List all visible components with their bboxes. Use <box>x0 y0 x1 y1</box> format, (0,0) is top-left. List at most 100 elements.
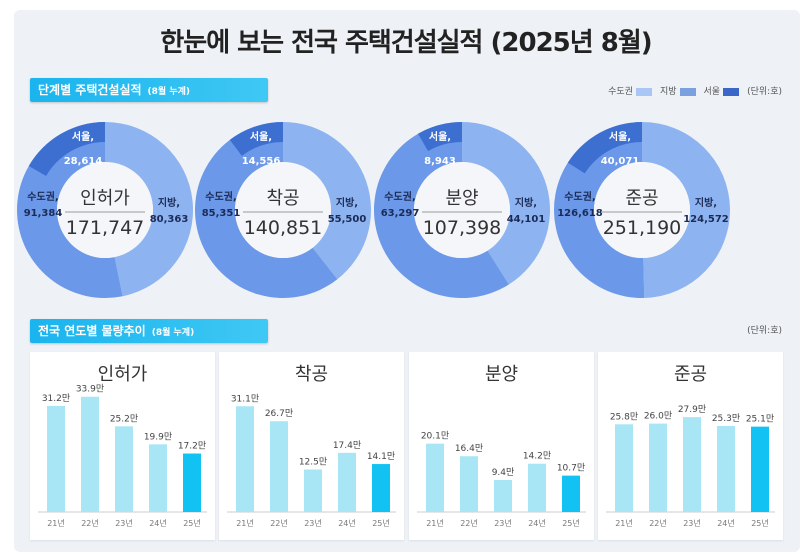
seoul-value: 40,071 <box>601 156 640 167</box>
donut-slice-local <box>642 122 731 298</box>
legend-item-local: 지방 <box>660 84 696 97</box>
capital-value: 85,351 <box>202 208 241 219</box>
donut-name: 분양 <box>445 188 478 209</box>
capital-label: 수도권, <box>384 191 415 203</box>
seoul-label: 서울, <box>609 130 631 143</box>
bar <box>717 425 735 512</box>
capital-value: 63,297 <box>381 208 420 219</box>
local-value: 44,101 <box>507 214 546 225</box>
seoul-label: 서울, <box>429 130 451 143</box>
data-label: 25.2만 <box>110 413 138 424</box>
local-value: 55,500 <box>328 214 367 225</box>
page-title: 한눈에 보는 전국 주택건설실적 (2025년 8월) <box>160 28 652 58</box>
x-tick-label: 25년 <box>562 518 580 528</box>
chart-title: 준공 <box>673 364 708 385</box>
bar <box>81 396 99 512</box>
section-header-yearly: 전국 연도별 물량추이 (8월 누계) <box>30 319 268 343</box>
bar <box>372 464 390 512</box>
local-label: 지방, <box>695 196 717 209</box>
data-label: 26.0만 <box>644 411 672 422</box>
data-label: 12.5만 <box>299 457 327 468</box>
bar <box>236 406 254 512</box>
data-label: 31.2만 <box>42 393 70 404</box>
seoul-value: 14,556 <box>242 156 281 167</box>
data-label: 27.9만 <box>678 404 706 415</box>
data-label: 10.7만 <box>557 463 585 474</box>
legend-item-seoul: 서울 <box>704 84 740 97</box>
donut-slice-seoul <box>567 122 642 174</box>
bar <box>304 469 322 512</box>
data-label: 17.2만 <box>178 441 206 452</box>
data-label: 26.7만 <box>265 408 293 419</box>
bar <box>338 452 356 512</box>
bar-chart-2: 분양 20.1만 21년 16.4만 22년 9.4만 23년 14.2만 24년 10.7만 25… <box>409 352 594 540</box>
section-header-stage: 단계별 주택건설실적 (8월 누계) <box>30 78 268 102</box>
data-label: 25.3만 <box>712 413 740 424</box>
donut-total: 251,190 <box>603 217 682 239</box>
bar <box>494 480 512 512</box>
capital-value: 91,384 <box>24 208 63 219</box>
legend: 수도권 지방 서울 (단위:호) <box>608 84 782 97</box>
donut-0: 인허가 171,747 수도권, 91,384 지방, 80,363 서울, 28,614 <box>17 122 194 298</box>
bar <box>460 456 478 512</box>
data-label: 16.4만 <box>455 443 483 454</box>
bar-chart-1: 착공 31.1만 21년 26.7만 22년 12.5만 23년 17.4만 24년 14.1만 2… <box>219 352 404 540</box>
data-label: 25.1만 <box>746 414 774 425</box>
data-label: 31.1만 <box>231 393 259 404</box>
x-tick-label: 21년 <box>236 518 254 528</box>
data-label: 9.4만 <box>492 467 515 478</box>
section-label: 단계별 주택건설실적 <box>38 83 142 97</box>
donut-slice-seoul <box>28 122 105 176</box>
local-value: 124,572 <box>683 214 729 225</box>
x-tick-label: 23년 <box>115 518 133 528</box>
capital-value: 126,618 <box>557 208 603 219</box>
data-label: 33.9만 <box>76 384 104 395</box>
donut-name: 인허가 <box>80 188 130 209</box>
bar <box>149 444 167 512</box>
x-tick-label: 24년 <box>528 518 546 528</box>
data-label: 25.8만 <box>610 411 638 422</box>
x-tick-label: 23년 <box>304 518 322 528</box>
legend-item-capital: 수도권 <box>608 84 652 97</box>
data-label: 14.2만 <box>523 451 551 462</box>
x-tick-label: 23년 <box>494 518 512 528</box>
bar <box>426 443 444 512</box>
capital-label: 수도권, <box>27 191 58 203</box>
x-tick-label: 21년 <box>47 518 65 528</box>
data-label: 19.9만 <box>144 431 172 442</box>
x-tick-label: 22년 <box>649 518 667 528</box>
bar-chart-0: 인허가 31.2만 21년 33.9만 22년 25.2만 23년 19.9만 24년 17.2만… <box>30 352 215 540</box>
donut-2: 분양 107,398 수도권, 63,297 지방, 44,101 서울, 8,943 <box>374 122 550 298</box>
capital-label: 수도권, <box>205 191 236 203</box>
donut-slice-local <box>462 122 550 285</box>
bar-chart-3: 준공 25.8만 21년 26.0만 22년 27.9만 23년 25.3만 24년 25.1만 2… <box>598 352 783 540</box>
bar <box>47 405 65 512</box>
x-tick-label: 24년 <box>149 518 167 528</box>
donut-name: 착공 <box>266 188 299 209</box>
legend-unit: (단위:호) <box>747 87 782 97</box>
x-tick-label: 24년 <box>717 518 735 528</box>
x-tick-label: 22년 <box>270 518 288 528</box>
x-tick-label: 24년 <box>338 518 356 528</box>
local-value: 80,363 <box>150 214 189 225</box>
donut-name: 준공 <box>625 188 658 209</box>
donut-charts: 인허가 171,747 수도권, 91,384 지방, 80,363 서울, 28,614 착공… <box>17 122 731 298</box>
donut-slice-capital <box>194 122 338 298</box>
donut-total: 140,851 <box>244 217 323 239</box>
donut-1: 착공 140,851 수도권, 85,351 지방, 55,500 서울, 14,556 <box>194 122 371 298</box>
donut-slice-local <box>105 122 194 297</box>
bar <box>115 426 133 512</box>
bar <box>649 423 667 512</box>
x-tick-label: 23년 <box>683 518 701 528</box>
chart-title: 분양 <box>484 364 519 385</box>
donut-3: 준공 251,190 수도권, 126,618 지방, 124,572 서울, 40,071 <box>554 122 731 298</box>
chart-title: 인허가 <box>97 364 148 385</box>
donut-slice-seoul <box>418 122 462 152</box>
bar <box>562 475 580 512</box>
bar <box>683 417 701 512</box>
section-label: 전국 연도별 물량추이 <box>38 324 146 338</box>
seoul-label: 서울, <box>250 130 272 143</box>
section-sub: (8월 누계) <box>147 87 191 97</box>
seoul-value: 8,943 <box>424 156 456 167</box>
unit-label: (단위:호) <box>747 326 782 336</box>
